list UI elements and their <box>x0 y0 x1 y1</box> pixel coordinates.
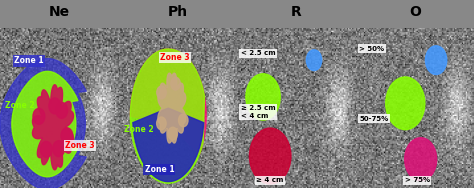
Text: Zone 1: Zone 1 <box>14 56 44 65</box>
Polygon shape <box>133 108 204 182</box>
Circle shape <box>386 77 425 130</box>
Text: > 50%: > 50% <box>359 45 384 52</box>
Polygon shape <box>130 49 206 154</box>
Text: ≥ 4 cm: ≥ 4 cm <box>256 177 284 183</box>
Text: Zone 1: Zone 1 <box>145 165 174 174</box>
Text: Ne: Ne <box>49 5 70 19</box>
Circle shape <box>179 114 188 127</box>
Circle shape <box>306 50 322 70</box>
Text: Zone 2: Zone 2 <box>5 101 34 110</box>
Circle shape <box>53 141 64 157</box>
Circle shape <box>156 117 166 130</box>
Text: Zone 2: Zone 2 <box>124 125 154 134</box>
Circle shape <box>61 128 73 144</box>
Text: 50-75%: 50-75% <box>359 116 388 122</box>
Circle shape <box>171 77 180 90</box>
Circle shape <box>40 141 52 157</box>
Text: Zone 3: Zone 3 <box>65 141 95 150</box>
Polygon shape <box>32 85 73 170</box>
Text: < 2.5 cm: < 2.5 cm <box>240 50 275 56</box>
Circle shape <box>246 74 280 120</box>
Text: Zone 3: Zone 3 <box>160 53 190 62</box>
Text: > 75%: > 75% <box>404 177 430 183</box>
Text: R: R <box>291 5 301 19</box>
Circle shape <box>157 86 166 99</box>
Polygon shape <box>12 71 78 177</box>
Text: O: O <box>409 5 421 19</box>
Circle shape <box>56 102 68 118</box>
Text: Ph: Ph <box>168 5 188 19</box>
Circle shape <box>405 138 437 181</box>
Circle shape <box>49 98 61 114</box>
Circle shape <box>33 108 45 124</box>
Polygon shape <box>158 73 186 143</box>
Text: ≥ 2.5 cm
< 4 cm: ≥ 2.5 cm < 4 cm <box>240 105 275 119</box>
Circle shape <box>426 46 447 75</box>
Circle shape <box>249 128 291 184</box>
Polygon shape <box>0 59 86 188</box>
Polygon shape <box>130 49 204 183</box>
Circle shape <box>168 127 177 140</box>
